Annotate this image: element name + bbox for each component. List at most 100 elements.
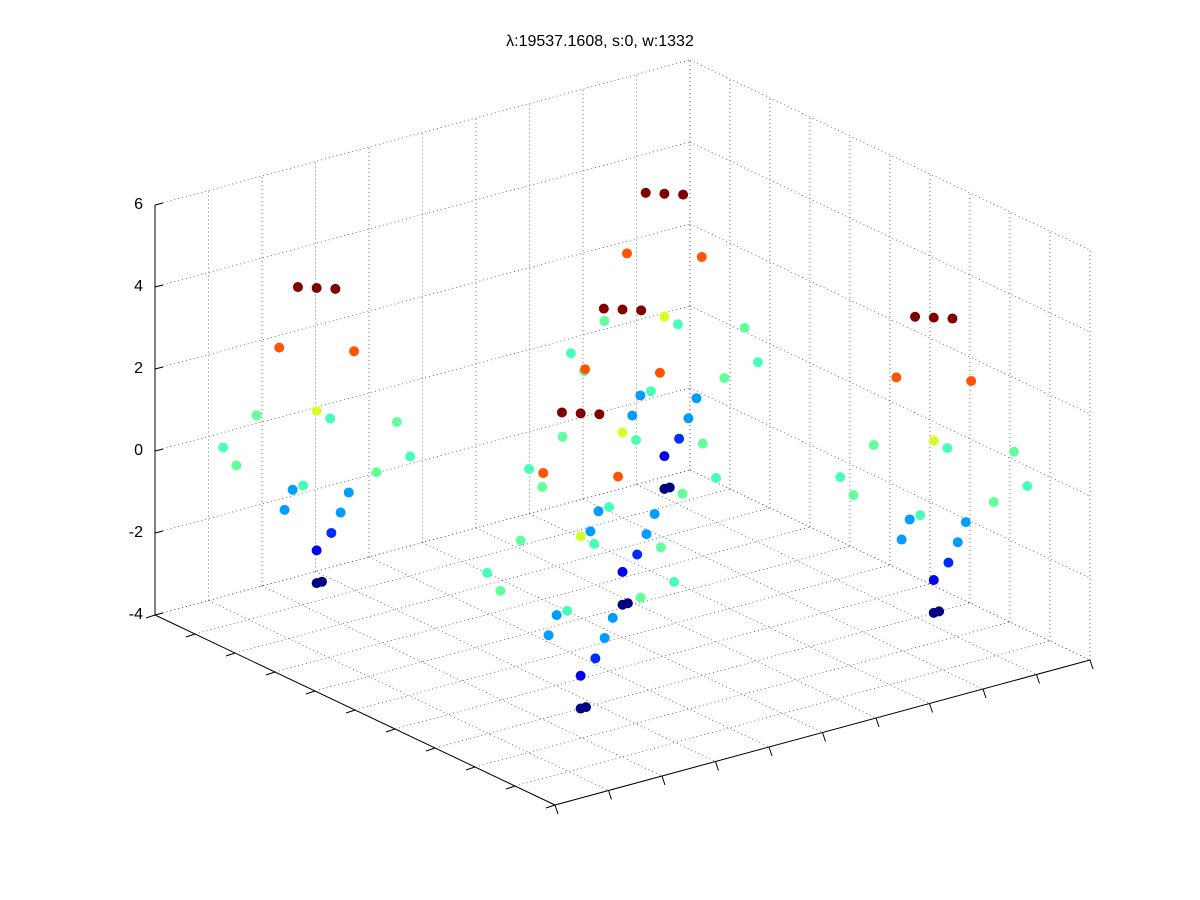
point xyxy=(672,319,683,330)
point xyxy=(218,442,229,453)
point xyxy=(593,506,604,517)
point xyxy=(617,566,628,577)
point xyxy=(739,322,750,333)
point xyxy=(371,467,382,478)
point xyxy=(641,529,652,540)
grid-line xyxy=(234,507,771,654)
point xyxy=(669,576,680,587)
point xyxy=(697,438,708,449)
point xyxy=(942,443,953,454)
point xyxy=(835,472,846,483)
z-tick-label: 2 xyxy=(134,360,143,377)
point xyxy=(482,567,493,578)
grid-line xyxy=(434,602,971,749)
grid-line xyxy=(315,571,716,762)
point xyxy=(1009,446,1019,457)
point xyxy=(598,303,609,314)
point xyxy=(617,427,628,438)
y-tick xyxy=(345,709,356,714)
point xyxy=(928,575,939,586)
point xyxy=(580,364,591,375)
point xyxy=(752,357,763,368)
x-tick xyxy=(768,746,773,757)
grid-line xyxy=(208,600,609,791)
y-tick xyxy=(425,747,436,752)
x-tick xyxy=(1089,659,1094,670)
z-tick xyxy=(154,366,164,370)
point xyxy=(251,410,262,421)
point xyxy=(622,598,633,609)
x-tick xyxy=(715,761,719,771)
point xyxy=(654,367,665,378)
y-tick xyxy=(265,671,276,676)
point xyxy=(943,557,954,568)
point xyxy=(335,507,346,518)
point xyxy=(960,517,971,528)
point xyxy=(311,545,322,556)
point xyxy=(691,393,702,404)
y-tick xyxy=(225,652,236,657)
point xyxy=(562,605,573,616)
point xyxy=(599,632,610,643)
point xyxy=(952,537,963,548)
point xyxy=(585,526,596,537)
point xyxy=(287,484,298,495)
point xyxy=(617,304,628,315)
grid-line xyxy=(314,545,851,692)
point xyxy=(613,471,624,482)
point xyxy=(934,606,945,617)
point xyxy=(719,373,730,383)
point xyxy=(640,187,651,198)
point xyxy=(607,612,618,623)
y-tick xyxy=(305,690,316,695)
point xyxy=(581,702,591,713)
y-tick xyxy=(385,728,396,733)
point xyxy=(405,451,416,462)
point xyxy=(556,407,567,418)
point xyxy=(677,488,688,499)
chart-title: λ:19537.1608, s:0, w:1332 xyxy=(506,33,694,50)
grid-line xyxy=(154,223,691,370)
point xyxy=(659,311,670,322)
point xyxy=(543,630,554,641)
point xyxy=(645,386,656,397)
x-tick xyxy=(608,790,612,800)
point xyxy=(966,375,977,386)
point xyxy=(891,372,902,383)
z-tick-label: -4 xyxy=(129,606,143,623)
y-tick xyxy=(145,614,156,619)
point xyxy=(575,670,586,681)
grid-line xyxy=(154,305,691,452)
point xyxy=(311,405,322,416)
point xyxy=(317,576,327,587)
point xyxy=(343,487,354,498)
z-tick xyxy=(154,612,164,616)
point xyxy=(683,413,694,424)
grid-line xyxy=(194,488,731,635)
point xyxy=(632,549,643,560)
point xyxy=(868,439,879,450)
point xyxy=(565,348,576,359)
point xyxy=(696,252,707,262)
point xyxy=(636,305,647,316)
point xyxy=(599,316,610,326)
point xyxy=(1022,481,1033,492)
x-tick xyxy=(661,775,666,786)
point xyxy=(631,435,641,445)
point xyxy=(538,468,549,479)
x-tick xyxy=(982,688,987,699)
point xyxy=(274,342,285,353)
z-tick-label: 4 xyxy=(134,278,143,295)
point xyxy=(988,496,999,507)
z-tick-label: 0 xyxy=(134,442,143,459)
point xyxy=(594,409,605,420)
point xyxy=(590,653,601,664)
point xyxy=(635,390,646,401)
y-tick xyxy=(185,633,196,638)
grid-line xyxy=(154,141,691,288)
point xyxy=(557,431,568,442)
point xyxy=(678,189,689,200)
point xyxy=(326,527,337,538)
x-tick xyxy=(1036,674,1040,684)
